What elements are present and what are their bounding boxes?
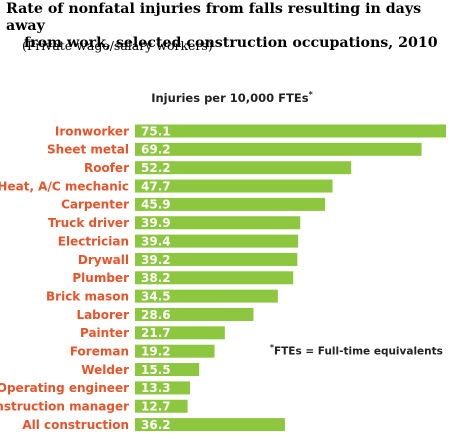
category-label-1: Sheet metal	[47, 143, 129, 157]
value-label-12: 19.2	[141, 345, 171, 359]
value-label-16: 36.2	[141, 418, 171, 432]
category-label-7: Drywall	[78, 253, 129, 267]
bar-13	[135, 363, 200, 377]
value-label-13: 15.5	[141, 363, 171, 377]
bar-3	[135, 179, 333, 193]
bar-11	[135, 326, 225, 340]
bar-4	[135, 197, 326, 211]
category-label-0: Ironworker	[55, 124, 129, 138]
category-label-9: Brick mason	[46, 289, 129, 303]
category-label-4: Carpenter	[61, 198, 129, 212]
category-label-16: All construction	[22, 418, 129, 432]
value-label-1: 69.2	[141, 143, 171, 157]
value-label-5: 39.9	[141, 216, 171, 230]
category-label-8: Plumber	[72, 271, 129, 285]
bar-0	[135, 124, 446, 138]
bar-16	[135, 418, 285, 432]
bar-6	[135, 234, 299, 248]
footnote-marker: *	[270, 343, 274, 352]
value-label-14: 13.3	[141, 381, 171, 395]
category-label-12: Foreman	[70, 345, 129, 359]
value-label-7: 39.2	[141, 253, 171, 267]
footnote-text: FTEs = Full-time equivalents	[273, 345, 443, 358]
bar-7	[135, 252, 298, 266]
value-label-8: 38.2	[141, 271, 171, 285]
value-label-4: 45.9	[141, 198, 171, 212]
bar-1	[135, 142, 422, 156]
category-label-6: Electrician	[58, 234, 129, 248]
category-label-2: Roofer	[84, 161, 129, 175]
value-axis-label-marker: *	[308, 90, 313, 99]
category-label-10: Laborer	[76, 308, 129, 322]
bar-2	[135, 161, 352, 175]
category-label-3: Heat, A/C mechanic	[0, 179, 129, 193]
bar-5	[135, 216, 301, 230]
value-axis-label-text: Injuries per 10,000 FTEs	[151, 90, 309, 105]
value-label-11: 21.7	[141, 326, 171, 340]
bar-9	[135, 289, 278, 303]
value-label-9: 34.5	[141, 289, 171, 303]
footnote: *FTEs = Full-time equivalents	[270, 343, 443, 358]
chart-subtitle: (Private wage/salary workers)	[22, 38, 213, 53]
category-label-14: Operating engineer	[0, 381, 129, 395]
category-label-15: Construction manager	[0, 400, 129, 414]
value-label-3: 47.7	[141, 179, 171, 193]
bar-15	[135, 399, 188, 413]
value-label-0: 75.1	[141, 124, 171, 138]
chart-title-line-2: from work, selected construction occupat…	[24, 35, 438, 51]
category-label-5: Truck driver	[48, 216, 129, 230]
value-label-15: 12.7	[141, 400, 171, 414]
bar-14	[135, 381, 191, 395]
category-label-11: Painter	[80, 326, 129, 340]
bar-12	[135, 344, 215, 358]
value-label-10: 28.6	[141, 308, 171, 322]
bar-10	[135, 308, 254, 321]
chart-title: Rate of nonfatal injuries from falls res…	[6, 1, 446, 52]
bar-8	[135, 271, 294, 285]
value-label-2: 52.2	[141, 161, 171, 175]
category-label-13: Welder	[81, 363, 129, 377]
value-axis-label: Injuries per 10,000 FTEs*	[142, 90, 322, 105]
value-label-6: 39.4	[141, 234, 171, 248]
chart-title-line-1: Rate of nonfatal injuries from falls res…	[6, 1, 422, 34]
